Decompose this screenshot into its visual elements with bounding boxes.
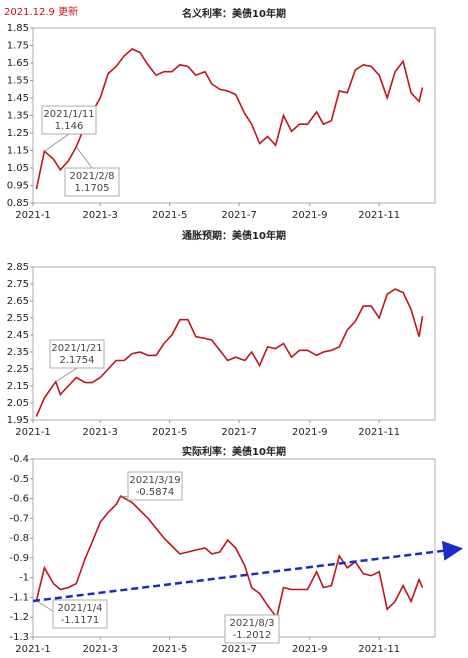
annotation-text: 2021/1/4	[58, 603, 103, 614]
y-tick-label: -0.7	[9, 513, 29, 524]
y-tick-label: 1.45	[7, 93, 29, 104]
x-tick-label: 2021-5	[152, 427, 187, 438]
x-tick-label: 2021-9	[292, 427, 327, 438]
x-tick-label: 2021-3	[82, 644, 117, 655]
x-tick-label: 2021-11	[358, 210, 400, 221]
x-tick-label: 2021-1	[15, 644, 50, 655]
y-tick-label: 1.65	[7, 58, 29, 69]
x-tick-label: 2021-7	[221, 210, 256, 221]
annotation-text: -1.2012	[233, 630, 272, 641]
annotation-text: -1.1171	[61, 615, 100, 626]
x-tick-label: 2021-3	[82, 210, 117, 221]
trend-arrow	[32, 540, 463, 603]
x-tick-label: 2021-5	[152, 210, 187, 221]
line-series	[35, 288, 424, 417]
y-tick-label: 1.25	[7, 128, 29, 139]
y-tick-label: -1.3	[9, 632, 29, 643]
x-tick-label: 2021-11	[358, 644, 400, 655]
y-tick-label: -0.4	[9, 454, 29, 465]
annotation-text: 2021/2/8	[70, 171, 115, 182]
annotation-leader	[44, 133, 70, 152]
y-tick-label: 0.85	[7, 198, 29, 209]
y-tick-label: 2.15	[7, 381, 29, 392]
y-tick-label: 2.75	[7, 279, 29, 290]
x-tick-label: 2021-5	[152, 644, 187, 655]
chart-title: 名义利率：美债10年期	[182, 7, 286, 20]
y-tick-label: 1.15	[7, 146, 29, 157]
annotation-text: 1.1705	[75, 183, 110, 194]
annotation-text: 1.146	[55, 121, 84, 132]
y-tick-label: -0.6	[9, 494, 29, 505]
line-series	[35, 495, 424, 620]
y-tick-label: 1.35	[7, 111, 29, 122]
annotation-leader	[75, 146, 93, 169]
x-tick-label: 2021-7	[221, 644, 256, 655]
annotation-box	[224, 614, 280, 644]
x-tick-label: 2021-1	[15, 210, 50, 221]
chart-title: 实际利率：美债10年期	[182, 445, 286, 458]
annotation-leader	[55, 367, 78, 383]
chart-title: 通胀预期：美债10年期	[182, 229, 286, 242]
y-tick-label: 2.65	[7, 296, 29, 307]
annotation-box	[127, 471, 183, 501]
annotation-box	[52, 599, 108, 629]
x-tick-label: 2021-3	[82, 427, 117, 438]
x-tick-label: 2021-11	[358, 427, 400, 438]
x-tick-label: 2021-7	[221, 427, 256, 438]
x-tick-label: 2021-9	[292, 210, 327, 221]
annotation-text: 2021/8/3	[230, 618, 275, 629]
annotation-text: 2021/3/19	[129, 475, 180, 486]
y-tick-label: 1.75	[7, 41, 29, 52]
y-tick-label: -0.5	[9, 474, 29, 485]
y-tick-label: 0.95	[7, 181, 29, 192]
x-tick-label: 2021-1	[15, 427, 50, 438]
annotation-box	[49, 339, 105, 369]
y-tick-label: -0.9	[9, 553, 29, 564]
x-tick-label: 2021-9	[292, 644, 327, 655]
annotation-box	[41, 105, 97, 135]
y-tick-label: -0.8	[9, 533, 29, 544]
y-tick-label: 2.35	[7, 347, 29, 358]
y-tick-label: -1	[19, 573, 29, 584]
y-tick-label: 1.85	[7, 23, 29, 34]
y-tick-label: -1.2	[9, 612, 29, 623]
y-tick-label: 1.95	[7, 415, 29, 426]
line-series	[35, 48, 424, 190]
update-note: 2021.12.9 更新	[4, 5, 78, 18]
y-tick-label: 2.55	[7, 313, 29, 324]
plot-frame	[32, 266, 436, 421]
annotation-text: 2.1754	[60, 355, 95, 366]
annotation-text: -0.5874	[136, 487, 175, 498]
annotation-box	[64, 167, 120, 197]
y-tick-label: -1.1	[9, 592, 29, 603]
y-tick-label: 2.85	[7, 262, 29, 273]
y-tick-label: 2.25	[7, 364, 29, 375]
y-tick-label: 2.05	[7, 398, 29, 409]
y-tick-label: 1.05	[7, 163, 29, 174]
annotation-text: 2021/1/11	[43, 109, 94, 120]
annotation-text: 2021/1/21	[51, 343, 102, 354]
y-tick-label: 2.45	[7, 330, 29, 341]
y-tick-label: 1.55	[7, 76, 29, 87]
